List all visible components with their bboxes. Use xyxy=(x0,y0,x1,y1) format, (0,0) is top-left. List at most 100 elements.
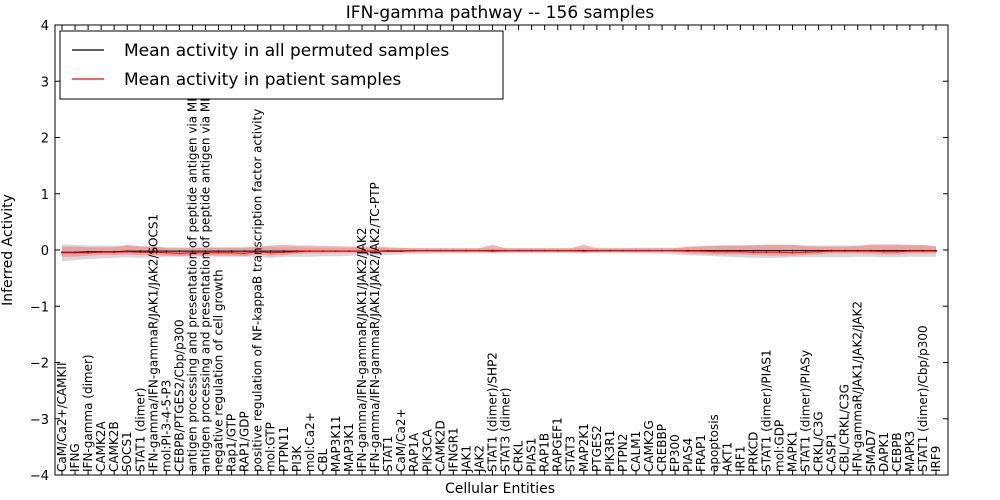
x-category-label: STAT3 xyxy=(564,436,578,472)
point-series-0 xyxy=(204,250,207,253)
point-series-0 xyxy=(778,249,781,252)
x-category-label: CAMK2G xyxy=(642,420,656,472)
x-category-label: PIK3CA xyxy=(420,428,434,472)
y-axis-title: Inferred Activity xyxy=(0,194,16,306)
x-category-label: MAPK3 xyxy=(903,431,917,472)
x-category-label: CBL xyxy=(316,448,330,472)
point-series-1 xyxy=(165,251,168,254)
point-series-1 xyxy=(309,250,311,253)
y-tick-label: −2 xyxy=(30,357,49,372)
point-series-1 xyxy=(61,251,63,254)
point-series-1 xyxy=(882,250,885,253)
point-series-1 xyxy=(778,251,781,254)
y-axis: −4 −3 −2 −1 0 1 2 3 4 xyxy=(30,19,948,484)
point-series-1 xyxy=(556,249,559,252)
x-category-label: antigen processing and presentation of p… xyxy=(199,40,213,472)
point-series-0 xyxy=(269,250,272,253)
x-category-label: JAK1 xyxy=(459,445,473,473)
point-series-1 xyxy=(752,251,755,254)
point-series-1 xyxy=(922,250,924,253)
point-series-1 xyxy=(452,249,455,252)
y-tick-label: −4 xyxy=(30,469,49,484)
x-category-label: STAT1 (dimer)/PIASy xyxy=(799,350,813,472)
point-series-1 xyxy=(374,250,376,253)
x-category-label: CAMK2D xyxy=(433,420,447,472)
x-category-label: PIK3R1 xyxy=(603,430,617,472)
point-series-1 xyxy=(295,250,298,253)
point-series-1 xyxy=(791,251,794,254)
y-tick-label: 3 xyxy=(41,75,49,90)
point-series-1 xyxy=(700,250,703,253)
legend-box xyxy=(59,30,504,100)
x-axis xyxy=(61,25,937,475)
x-category-label: STAT1 (dimer) xyxy=(133,388,147,472)
x-category-label: RAPGEF1 xyxy=(551,417,565,472)
x-category-label: PTPN2 xyxy=(616,434,630,472)
point-series-0 xyxy=(752,249,755,252)
point-series-1 xyxy=(909,250,911,253)
x-category-label: IRF1 xyxy=(733,446,747,472)
y-tick-label: 2 xyxy=(41,132,49,147)
x-category-label: Rap1/GTP xyxy=(225,414,239,472)
point-series-1 xyxy=(661,249,663,252)
point-series-1 xyxy=(152,251,155,254)
x-category-label: CAMK2B xyxy=(107,421,121,472)
x-category-label: CaM/Ca2+ xyxy=(394,408,408,472)
y-tick-label: 4 xyxy=(41,19,49,34)
x-category-label: CREBBP xyxy=(655,424,669,472)
x-category-label: STAT1 (dimer)/PIAS1 xyxy=(759,349,773,472)
x-category-label: CRKL/C3G xyxy=(812,411,826,472)
x-category-label: antigen processing and presentation of p… xyxy=(185,43,199,472)
x-category-label: apoptosis xyxy=(707,414,721,472)
point-series-1 xyxy=(582,250,585,253)
x-category-label: IFNGR1 xyxy=(446,427,460,472)
point-series-1 xyxy=(100,251,102,254)
x-category-label: IFN-gamma/IFN-gammaR/JAK1/JAK2/JAK2 xyxy=(355,227,369,472)
point-series-1 xyxy=(504,249,507,252)
x-category-label: EP300 xyxy=(668,434,682,472)
legend-label-patient: Mean activity in patient samples xyxy=(124,70,401,90)
point-series-1 xyxy=(830,250,833,253)
y-tick-label: −1 xyxy=(30,300,49,315)
x-category-label: AKT1 xyxy=(720,442,734,472)
point-series-1 xyxy=(739,250,742,253)
x-category-label: mol:GDP xyxy=(773,420,787,472)
point-series-1 xyxy=(322,250,324,253)
point-series-1 xyxy=(935,250,937,253)
point-series-1 xyxy=(856,250,859,253)
point-series-1 xyxy=(126,250,129,253)
point-series-0 xyxy=(243,250,246,253)
point-series-0 xyxy=(178,250,181,253)
x-category-label: IRF9 xyxy=(929,446,943,472)
x-category-label: DAPK1 xyxy=(877,432,891,472)
y-tick-label: −3 xyxy=(30,413,49,428)
point-series-1 xyxy=(465,249,468,252)
x-category-label: JAK2 xyxy=(472,445,486,473)
point-series-1 xyxy=(426,249,429,252)
point-series-1 xyxy=(256,250,259,253)
x-category-label: PIAS1 xyxy=(525,438,539,472)
x-category-label: RAP1A xyxy=(407,432,421,472)
x-category-label: IFN-gamma/IFN-gammaR/JAK1/JAK2/JAK2/TC-P… xyxy=(368,182,382,472)
point-series-1 xyxy=(113,251,116,254)
legend-label-permuted: Mean activity in all permuted samples xyxy=(124,41,449,61)
x-category-label: positive regulation of NF-kappaB transcr… xyxy=(251,109,265,472)
x-axis-title: Cellular Entities xyxy=(445,481,555,497)
x-category-label: IFNG xyxy=(68,443,82,472)
point-series-1 xyxy=(204,251,207,254)
point-series-1 xyxy=(74,251,76,254)
x-category-label: PIAS4 xyxy=(681,438,695,472)
chart-title: IFN-gamma pathway -- 156 samples xyxy=(346,3,655,23)
point-series-1 xyxy=(282,251,285,254)
point-series-1 xyxy=(400,249,403,252)
point-series-0 xyxy=(765,249,768,252)
point-series-1 xyxy=(569,249,572,252)
point-series-1 xyxy=(687,250,689,253)
point-series-1 xyxy=(530,249,533,252)
x-category-label: MAP3K11 xyxy=(329,415,343,472)
point-series-1 xyxy=(517,249,520,252)
point-series-1 xyxy=(726,250,729,253)
x-category-label: mol:GTP xyxy=(264,422,278,472)
x-category-label: SOCS1 xyxy=(120,431,134,472)
